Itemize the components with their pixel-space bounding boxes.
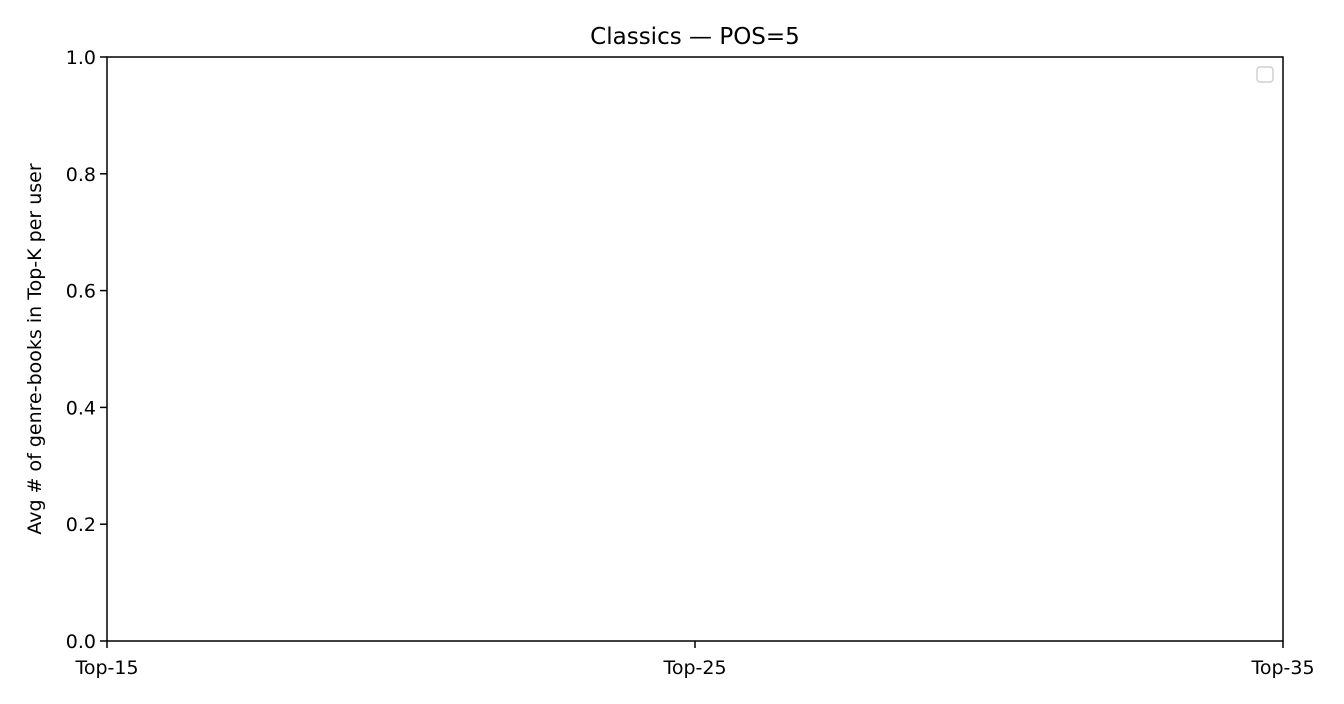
y-tick-label: 1.0 — [66, 47, 96, 69]
y-tick-label: 0.0 — [66, 631, 96, 653]
y-tick-label: 0.6 — [66, 281, 96, 303]
y-axis-ticks: 0.0 0.2 0.4 0.6 0.8 1.0 — [66, 47, 107, 653]
legend-box — [1256, 66, 1274, 83]
x-tick-label: Top-25 — [662, 657, 726, 679]
y-tick-label: 0.4 — [66, 397, 96, 419]
chart-title: Classics — POS=5 — [590, 24, 800, 50]
y-axis-label: Avg # of genre-books in Top-K per user — [24, 163, 46, 535]
x-axis-ticks: Top-15 Top-25 Top-35 — [74, 641, 1315, 679]
x-tick-label: Top-15 — [74, 657, 138, 679]
plot-area — [107, 57, 1283, 641]
y-tick-label: 0.2 — [66, 514, 96, 536]
y-tick-label: 0.8 — [66, 164, 96, 186]
plot-frame — [106, 56, 1284, 642]
x-tick-label: Top-35 — [1250, 657, 1314, 679]
